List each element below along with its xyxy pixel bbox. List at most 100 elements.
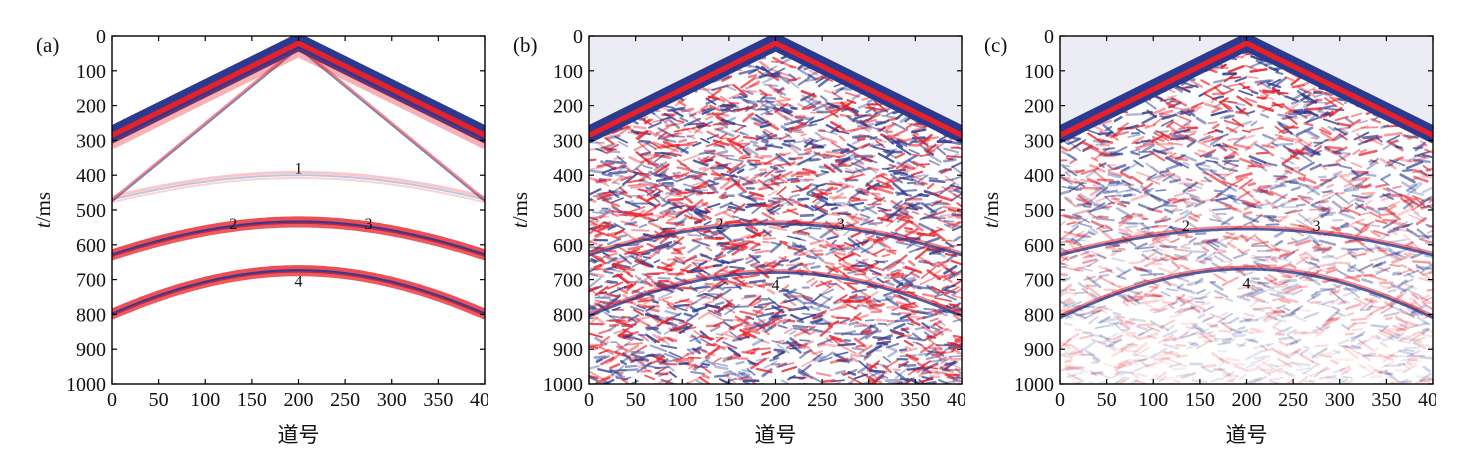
noise-wavelet: [1297, 176, 1307, 180]
noise-wavelet: [1386, 285, 1396, 290]
noise-wavelet: [705, 246, 713, 252]
noise-wavelet: [1247, 182, 1256, 187]
y-axis-label: t/ms: [31, 192, 55, 228]
noise-wavelet: [1295, 219, 1310, 228]
noise-wavelet: [877, 206, 888, 212]
noise-wavelet: [823, 261, 835, 266]
noise-wavelet: [1251, 277, 1260, 281]
noise-wavelet: [1178, 306, 1195, 314]
noise-wavelet: [1326, 265, 1336, 271]
noise-wavelet: [1249, 375, 1268, 384]
noise-wavelet: [770, 177, 780, 183]
noise-wavelet: [1283, 278, 1298, 284]
event-label: 4: [295, 274, 303, 291]
noise-wavelet: [737, 164, 746, 171]
noise-wavelet: [1278, 252, 1288, 259]
noise-wavelet: [710, 184, 717, 190]
noise-wavelet: [1303, 177, 1317, 185]
noise-wavelet: [623, 210, 643, 217]
noise-wavelet: [1240, 53, 1248, 59]
event-label: 3: [364, 216, 372, 233]
noise-wavelet: [1083, 205, 1092, 208]
noise-wavelet: [864, 319, 875, 322]
noise-wavelet: [1222, 103, 1231, 111]
noise-wavelet: [1340, 175, 1355, 187]
noise-wavelet: [918, 370, 928, 378]
x-axis-label: 道号: [1226, 423, 1268, 447]
noise-wavelet: [1091, 250, 1107, 259]
noise-wavelet: [795, 237, 806, 242]
noise-wavelet: [898, 138, 907, 144]
noise-wavelet: [1413, 175, 1429, 183]
noise-wavelet: [647, 221, 661, 229]
noise-wavelet: [1336, 301, 1350, 305]
noise-wavelet: [1354, 226, 1362, 233]
noise-wavelet: [716, 83, 733, 90]
noise-wavelet: [1273, 310, 1286, 314]
noise-wavelet: [1388, 159, 1399, 167]
noise-wavelet: [1251, 284, 1268, 293]
noise-wavelet: [878, 242, 886, 248]
noise-wavelet: [881, 253, 891, 258]
noise-wavelet: [1326, 376, 1343, 381]
noise-wavelet: [1346, 312, 1355, 317]
noise-wavelet: [1320, 287, 1336, 292]
noise-wavelet: [1150, 133, 1166, 143]
noise-wavelet: [1415, 217, 1427, 226]
noise-wavelet: [1110, 318, 1123, 327]
noise-wavelet: [1285, 95, 1299, 102]
noise-wavelet: [1064, 358, 1073, 364]
noise-wavelet: [1414, 380, 1422, 384]
noise-wavelet: [1063, 297, 1072, 304]
noise-wavelet: [877, 209, 892, 212]
noise-wavelet: [1167, 303, 1175, 310]
noise-wavelet: [589, 276, 602, 289]
noise-wavelet: [1133, 364, 1150, 372]
noise-wavelet: [1190, 305, 1201, 313]
noise-wavelet: [1367, 347, 1379, 357]
noise-wavelet: [1263, 313, 1281, 323]
noise-wavelet: [1266, 342, 1274, 347]
noise-wavelet: [1088, 315, 1099, 325]
noise-wavelet: [1141, 114, 1158, 125]
noise-wavelet: [808, 69, 819, 76]
noise-wavelet: [872, 146, 891, 152]
noise-wavelet: [792, 324, 809, 329]
x-tick-label: 50: [149, 389, 169, 411]
noise-wavelet: [709, 312, 726, 322]
noise-wavelet: [910, 170, 924, 176]
noise-wavelet: [1206, 238, 1219, 243]
noise-wavelet: [895, 334, 904, 339]
noise-wavelet: [1243, 134, 1256, 140]
noise-wavelet: [1361, 371, 1375, 379]
noise-wavelet: [745, 104, 758, 111]
noise-wavelet: [1318, 204, 1331, 213]
noise-wavelet: [886, 271, 901, 277]
noise-wavelet: [1272, 326, 1282, 332]
noise-wavelet: [1269, 377, 1284, 381]
noise-wavelet: [898, 348, 908, 352]
noise-wavelet: [1331, 290, 1346, 304]
noise-wavelet: [820, 170, 830, 174]
noise-wavelet: [606, 238, 620, 246]
noise-wavelet: [953, 235, 962, 242]
noise-wavelet: [1322, 189, 1333, 194]
noise-wavelet: [720, 105, 734, 112]
noise-wavelet: [1074, 268, 1084, 272]
noise-wavelet: [624, 364, 638, 369]
noise-wavelet: [1344, 332, 1355, 336]
noise-wavelet: [1343, 182, 1362, 192]
noise-wavelet: [1280, 116, 1299, 120]
noise-wavelet: [944, 276, 953, 283]
noise-wavelet: [1361, 134, 1379, 140]
direct-wave-red: [112, 40, 485, 141]
noise-wavelet: [1212, 207, 1231, 211]
noise-wavelet: [816, 74, 825, 80]
noise-wavelet: [595, 244, 604, 250]
noise-wavelet: [825, 124, 840, 132]
noise-wavelet: [1338, 211, 1356, 220]
noise-wavelet: [825, 213, 841, 217]
noise-wavelet: [644, 374, 656, 381]
noise-wavelet: [694, 266, 709, 270]
direct-wave-blue-2: [589, 46, 962, 144]
